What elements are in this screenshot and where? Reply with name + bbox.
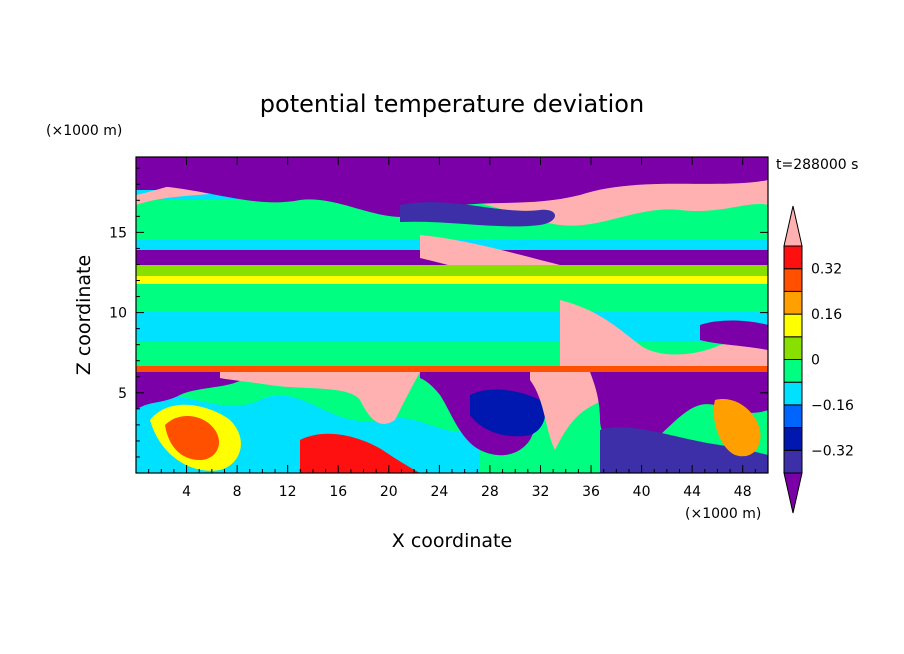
- field-lower-orange: [165, 415, 220, 460]
- colorbar-swatch: [783, 336, 803, 360]
- heatmap-field: [136, 157, 768, 473]
- y-tick-label: 15: [109, 225, 127, 241]
- field-interface-orange: [136, 366, 768, 372]
- colorbar: 0.32 0.16 0 −0.16 −0.32: [783, 205, 854, 514]
- field-purple-upper: [136, 160, 768, 218]
- colorbar-swatch: [783, 268, 803, 292]
- x-tick-label: 40: [633, 484, 651, 500]
- colorbar-swatch: [783, 313, 803, 338]
- colorbar-extend-top: [783, 205, 803, 247]
- x-tick-label: 8: [233, 484, 242, 500]
- colorbar-swatch: [783, 359, 803, 383]
- y-axis-label: Z coordinate: [73, 255, 95, 375]
- field-layer-green: [136, 284, 768, 312]
- x-axis-label: X coordinate: [392, 530, 512, 552]
- colorbar-tick-label: −0.32: [811, 443, 854, 459]
- colorbar-tick-label: 0: [811, 353, 820, 369]
- x-tick-label: 20: [380, 484, 398, 500]
- x-tick-label: 44: [683, 484, 701, 500]
- x-axis-ticks: 4 8 12 16 20 24 28 32 36 40 44 48: [148, 157, 756, 500]
- x-tick-label: 32: [532, 484, 550, 500]
- field-lower-orange-right: [713, 399, 761, 457]
- y-axis-unit: (×1000 m): [46, 123, 122, 139]
- colorbar-tick-label: −0.16: [811, 398, 854, 414]
- x-tick-label: 16: [329, 484, 347, 500]
- colorbar-tick-label: 0.16: [811, 307, 842, 323]
- colorbar-swatch: [783, 427, 803, 451]
- field-layer-orange: [136, 276, 768, 284]
- colorbar-swatch: [783, 404, 803, 429]
- x-axis-unit: (×1000 m): [685, 506, 761, 522]
- field-purple-right: [700, 320, 768, 350]
- colorbar-swatch: [783, 449, 803, 474]
- field-lower-red-center: [300, 433, 420, 473]
- chart-title: potential temperature deviation: [260, 90, 644, 118]
- x-tick-label: 28: [481, 484, 499, 500]
- field-lower-darkblue: [470, 389, 546, 437]
- y-axis-ticks: 5 10 15: [109, 167, 768, 458]
- colorbar-swatch: [783, 245, 803, 270]
- x-tick-label: 4: [182, 484, 191, 500]
- y-tick-label: 5: [118, 386, 127, 402]
- y-tick-label: 10: [109, 306, 127, 322]
- colorbar-extend-bottom: [783, 472, 803, 514]
- colorbar-tick-label: 0.32: [811, 262, 842, 278]
- x-tick-label: 48: [734, 484, 752, 500]
- field-darkblue-upper: [400, 202, 555, 227]
- field-lower-pink-left: [220, 372, 420, 424]
- x-tick-label: 24: [430, 484, 448, 500]
- x-tick-label: 36: [582, 484, 600, 500]
- time-label: t=288000 s: [776, 157, 858, 173]
- field-lower-darkblue-right: [600, 427, 768, 473]
- field-lower-purple-left: [136, 372, 250, 410]
- x-tick-label: 12: [279, 484, 297, 500]
- colorbar-swatch: [783, 381, 803, 406]
- colorbar-swatch: [783, 290, 803, 315]
- field-pink-right: [560, 300, 768, 372]
